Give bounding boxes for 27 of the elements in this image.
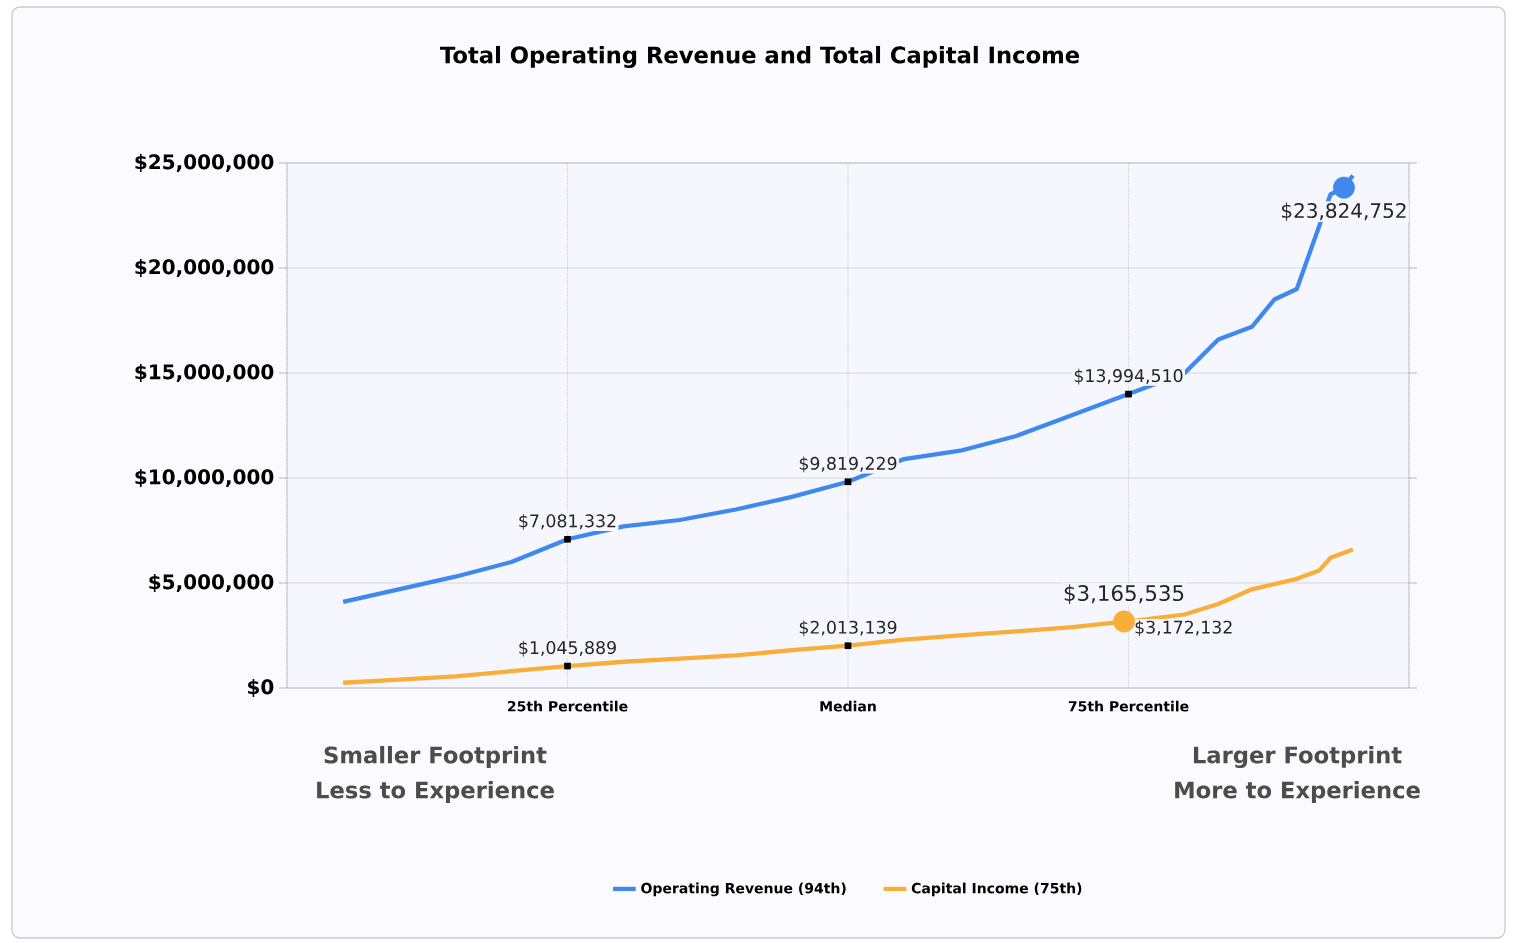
legend-label: Operating Revenue (94th) [641,882,846,897]
chart-title: Total Operating Revenue and Total Capital Income [440,45,1080,69]
x-tick-label: Median [820,700,876,712]
x-tick-label: 75th Percentile [1068,700,1189,712]
annotation: $13,994,510 [1074,368,1183,385]
annotation: $3,165,535 [1064,584,1184,604]
point [1113,610,1135,633]
annotation: $2,013,139 [799,620,897,637]
point [1333,176,1355,199]
text: Less to Experience [317,781,554,803]
y-tick-label: $25,000,000 [135,153,274,173]
annotation: $9,819,229 [799,456,897,473]
text: Smaller Footprint [324,746,547,768]
line-series [340,547,1356,685]
text: More to Experience [1175,781,1420,803]
y-tick-label: $5,000,000 [149,573,274,593]
annotation: $1,045,889 [519,640,616,657]
annotation: $23,824,752 [1281,202,1406,221]
annotation: $3,172,132 [1135,620,1232,637]
y-tick-label: $15,000,000 [135,363,274,383]
annotation: $7,081,332 [519,513,616,530]
y-tick-label: $0 [248,678,274,698]
y-tick-label: $10,000,000 [135,468,274,488]
x-tick-label: 25th Percentile [508,700,628,712]
text: Larger Footprint [1193,745,1402,769]
y-tick-label: $20,000,000 [135,258,274,278]
legend-label: Capital Income (75th) [911,882,1082,897]
